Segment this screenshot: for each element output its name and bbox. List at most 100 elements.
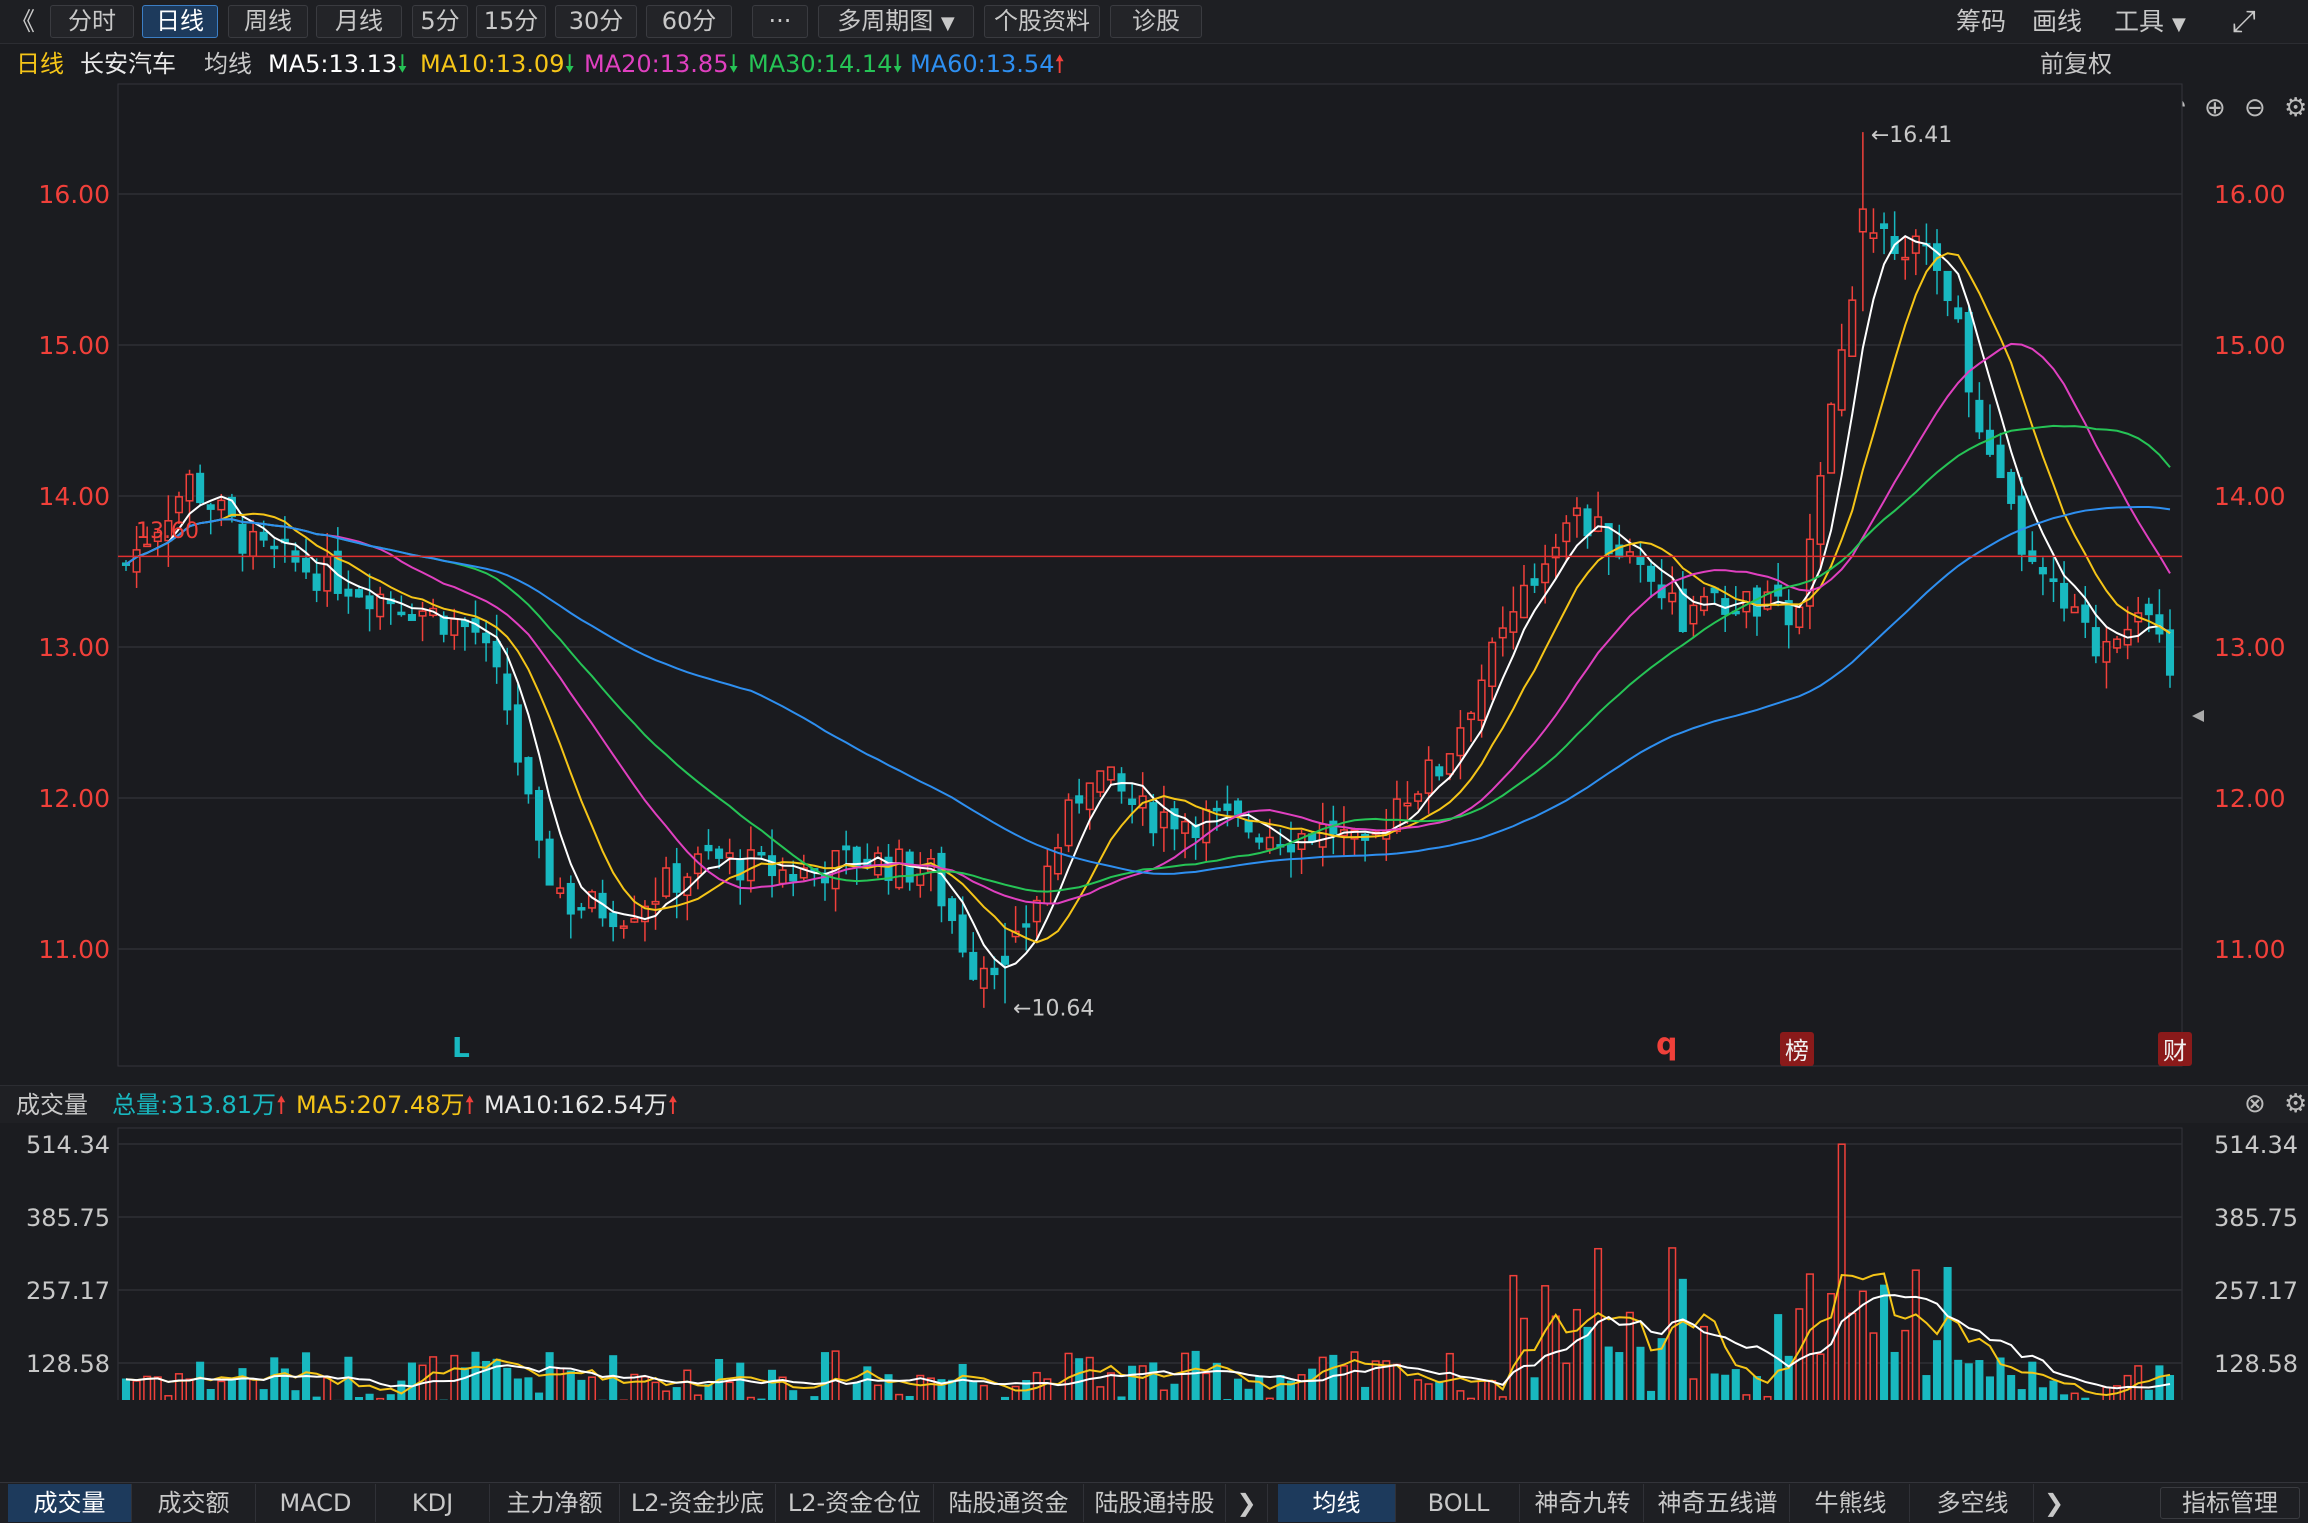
volume-bar	[1551, 1315, 1560, 1400]
overlay-tab-0[interactable]: 均线	[1278, 1484, 1396, 1522]
volume-bar	[778, 1376, 787, 1400]
multi-period-dropdown[interactable]: 多周期图 ▼	[818, 5, 974, 38]
close-icon[interactable]: ⊗	[2244, 1089, 2266, 1119]
volume-bar	[153, 1376, 162, 1400]
candle	[958, 914, 967, 953]
indicator-tab-7[interactable]: 陆股通资金	[934, 1484, 1084, 1522]
candle	[1752, 587, 1761, 617]
candle	[1382, 831, 1391, 840]
candle	[905, 851, 914, 883]
volume-bar	[1890, 1351, 1899, 1400]
overlay-tab-4[interactable]: 牛熊线	[1792, 1484, 1910, 1522]
volume-bar	[810, 1396, 819, 1400]
overlay-tab-1[interactable]: BOLL	[1398, 1484, 1520, 1522]
volume-bar	[1308, 1368, 1317, 1400]
candle	[2049, 578, 2058, 583]
indicator-tab-5[interactable]: L2-资金抄底	[620, 1484, 776, 1522]
candle	[1763, 591, 1772, 610]
tab-5[interactable]: 15分	[476, 5, 546, 38]
candle	[2060, 582, 2069, 609]
volume-bar	[1774, 1314, 1783, 1400]
fullscreen-icon[interactable]: ⤢	[2232, 4, 2256, 39]
volume-bar	[1181, 1352, 1190, 1400]
candle	[640, 905, 649, 923]
candle	[863, 858, 872, 867]
candle	[1689, 604, 1698, 625]
volume-bar	[1837, 1143, 1846, 1400]
indicator-tab-8[interactable]: 陆股通持股	[1084, 1484, 1226, 1522]
diagnose-button[interactable]: 诊股	[1110, 5, 1202, 38]
zoom-in-icon[interactable]: ⊕	[2204, 93, 2226, 123]
tab-3[interactable]: 月线	[316, 5, 402, 38]
settings-icon[interactable]: ⚙	[2284, 93, 2308, 123]
candle	[736, 858, 745, 881]
candle	[206, 504, 215, 510]
indicator-tab-3[interactable]: KDJ	[376, 1484, 490, 1522]
candle	[799, 867, 808, 879]
settings-icon[interactable]: ⚙	[2284, 1089, 2308, 1119]
tools-dropdown[interactable]: 工具 ▼	[2114, 5, 2186, 41]
indicator-tab-1[interactable]: 成交额	[132, 1484, 256, 1522]
volume-bar	[1106, 1372, 1115, 1400]
tab-4[interactable]: 5分	[412, 5, 468, 38]
adjust-label[interactable]: 前复权	[2040, 50, 2112, 78]
volume-bar	[471, 1351, 480, 1400]
volume-bar	[693, 1394, 702, 1400]
candle	[1244, 819, 1253, 833]
volume-bar	[1530, 1377, 1539, 1400]
stock-info-button[interactable]: 个股资料	[984, 5, 1100, 38]
tab-7[interactable]: 60分	[646, 5, 732, 38]
overlay-tab-3[interactable]: 神奇五线谱	[1646, 1484, 1790, 1522]
volume-bar	[715, 1358, 724, 1400]
marker-badge-text: 榜	[1785, 1037, 1809, 1065]
volume-bar	[302, 1352, 311, 1400]
tab-0[interactable]: 分时	[50, 5, 134, 38]
indicator-tab-2[interactable]: MACD	[256, 1484, 376, 1522]
volume-bar	[1922, 1375, 1931, 1400]
ma-value-3: MA30:14.14🠗	[748, 44, 903, 84]
zoom-out-icon[interactable]: ⊖	[2244, 93, 2266, 123]
volume-bar	[863, 1366, 872, 1400]
scroll-right-icon[interactable]: ❯	[1226, 1484, 1268, 1522]
ma-value-0: MA5:13.13🠗	[268, 44, 407, 84]
chips-button[interactable]: 筹码	[1956, 7, 2007, 36]
volume-bar	[524, 1377, 533, 1400]
candle	[2091, 627, 2100, 657]
ma30-line	[125, 424, 2171, 893]
candle	[2144, 603, 2153, 616]
tab-6[interactable]: 30分	[555, 5, 637, 38]
draw-line-button[interactable]: 画线	[2032, 7, 2083, 36]
overlay-tab-2[interactable]: 神奇九转	[1522, 1484, 1644, 1522]
volume-bar	[1392, 1363, 1401, 1400]
volume-bar	[280, 1368, 289, 1400]
candle	[990, 967, 999, 976]
volume-bar	[1954, 1359, 1963, 1400]
volume-bar	[344, 1356, 353, 1400]
lock-icon[interactable]: 🔒︎	[2126, 93, 2140, 123]
candle	[482, 632, 491, 644]
candle	[1043, 865, 1052, 905]
volume-bar	[2134, 1365, 2143, 1400]
indicator-tab-4[interactable]: 主力净额	[490, 1484, 620, 1522]
candle	[895, 848, 904, 889]
candle	[2028, 550, 2037, 562]
volume-bar	[185, 1378, 194, 1400]
volume-bar	[386, 1394, 395, 1400]
indicator-tab-6[interactable]: L2-资金仓位	[776, 1484, 934, 1522]
volume-label: 成交量	[16, 1091, 88, 1119]
tab-1[interactable]: 日线	[142, 5, 218, 38]
indicator-tab-0[interactable]: 成交量	[8, 1484, 132, 1522]
volume-bar	[1191, 1350, 1200, 1400]
overlay-tab-5[interactable]: 多空线	[1912, 1484, 2034, 1522]
back-icon[interactable]: 《	[10, 7, 36, 36]
indicator-manage-button[interactable]: 指标管理	[2160, 1487, 2300, 1519]
volume-bar	[852, 1382, 861, 1400]
volume-bar	[450, 1354, 459, 1400]
kline-chart[interactable]: 16.00 16.00 15.00 15.00 14.00 14.00 13.00 13.00…	[0, 0, 2308, 1400]
more-button[interactable]: ···	[752, 5, 808, 38]
undo-icon[interactable]: ↶	[2164, 93, 2186, 123]
ma-value-2: MA20:13.85🠗	[584, 44, 739, 84]
volume-bar	[1657, 1338, 1666, 1400]
scroll-right-icon[interactable]: ❯	[2043, 1489, 2065, 1517]
tab-2[interactable]: 周线	[228, 5, 308, 38]
